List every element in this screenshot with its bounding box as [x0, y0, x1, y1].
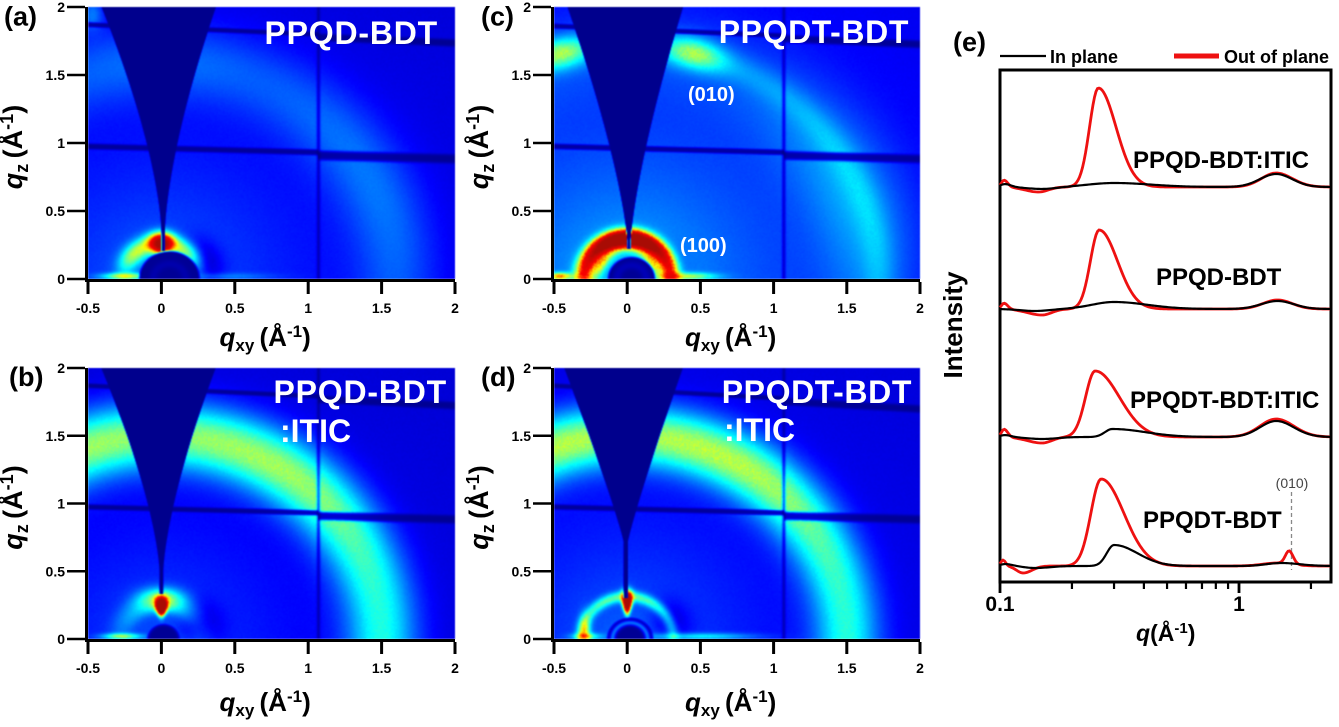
svg-text:qz (Å-1): qz (Å-1) — [463, 465, 498, 549]
svg-text:0.1: 0.1 — [985, 593, 1015, 616]
svg-text:-0.5: -0.5 — [76, 300, 100, 316]
svg-text:qz (Å-1): qz (Å-1) — [0, 465, 32, 549]
svg-text:2: 2 — [523, 360, 531, 376]
svg-text:1.5: 1.5 — [46, 67, 66, 83]
svg-text:0: 0 — [623, 660, 631, 676]
svg-text:1: 1 — [304, 660, 312, 676]
svg-text:PPQD-BDT: PPQD-BDT — [1156, 264, 1282, 291]
svg-text:(d): (d) — [481, 362, 515, 392]
svg-text:(a): (a) — [4, 2, 37, 32]
svg-text:1: 1 — [57, 135, 65, 151]
svg-text:1: 1 — [304, 300, 312, 316]
svg-text:2: 2 — [451, 300, 459, 316]
svg-text:1.5: 1.5 — [372, 660, 392, 676]
svg-text:0: 0 — [158, 300, 166, 316]
svg-text:0: 0 — [523, 631, 531, 647]
svg-text:(010): (010) — [688, 84, 735, 106]
svg-text:qz (Å-1): qz (Å-1) — [463, 105, 498, 189]
svg-text:(100): (100) — [680, 235, 727, 257]
svg-text:0.5: 0.5 — [512, 563, 532, 579]
svg-text:q(Å-1): q(Å-1) — [1136, 619, 1195, 646]
svg-text:2: 2 — [57, 0, 65, 15]
svg-text:(c): (c) — [481, 2, 514, 32]
svg-text:PPQDT-BDT: PPQDT-BDT — [1143, 507, 1282, 534]
svg-text:qxy (Å-1): qxy (Å-1) — [220, 322, 311, 355]
svg-text:2: 2 — [916, 300, 924, 316]
svg-text:In plane: In plane — [1050, 47, 1118, 67]
svg-text:0.5: 0.5 — [691, 660, 711, 676]
svg-text:1.5: 1.5 — [46, 428, 66, 444]
svg-text:2: 2 — [523, 0, 531, 15]
svg-text:1.5: 1.5 — [837, 300, 857, 316]
svg-text:1: 1 — [57, 496, 65, 512]
svg-text:1.5: 1.5 — [512, 428, 532, 444]
svg-text:Intensity: Intensity — [938, 271, 968, 378]
svg-text:qxy (Å-1): qxy (Å-1) — [685, 322, 776, 355]
svg-text:2: 2 — [57, 360, 65, 376]
svg-text:-0.5: -0.5 — [76, 660, 100, 676]
svg-text:(010): (010) — [1276, 475, 1309, 491]
svg-text:PPQDT-BDT:ITIC: PPQDT-BDT:ITIC — [1130, 387, 1319, 414]
svg-text:0: 0 — [158, 660, 166, 676]
svg-text:1: 1 — [1233, 593, 1245, 616]
svg-text:0.5: 0.5 — [225, 300, 245, 316]
svg-text:0.5: 0.5 — [225, 660, 245, 676]
svg-text:1: 1 — [523, 135, 531, 151]
svg-text:1.5: 1.5 — [837, 660, 857, 676]
svg-text:(e): (e) — [953, 27, 986, 57]
svg-text:(b): (b) — [9, 362, 43, 392]
svg-text:1.5: 1.5 — [372, 300, 392, 316]
svg-text:0: 0 — [523, 271, 531, 287]
svg-text:0.5: 0.5 — [46, 203, 66, 219]
svg-text:qz (Å-1): qz (Å-1) — [0, 105, 32, 189]
svg-text:1.5: 1.5 — [512, 67, 532, 83]
svg-text:qxy (Å-1): qxy (Å-1) — [685, 687, 776, 720]
svg-text:-0.5: -0.5 — [542, 300, 566, 316]
svg-text:0: 0 — [57, 271, 65, 287]
svg-text:0.5: 0.5 — [512, 203, 532, 219]
svg-text:PPQD-BDT:ITIC: PPQD-BDT:ITIC — [1133, 147, 1309, 174]
svg-text:PPQD-BDT: PPQD-BDT — [273, 374, 447, 410]
svg-text:Out of plane: Out of plane — [1224, 47, 1329, 67]
svg-text:1: 1 — [770, 300, 778, 316]
svg-text:0: 0 — [57, 631, 65, 647]
svg-text:1: 1 — [523, 496, 531, 512]
svg-text:-0.5: -0.5 — [542, 660, 566, 676]
svg-text:PPQDT-BDT: PPQDT-BDT — [719, 14, 909, 50]
svg-text:2: 2 — [451, 660, 459, 676]
svg-text::ITIC: :ITIC — [724, 412, 795, 448]
svg-text::ITIC: :ITIC — [280, 413, 351, 449]
svg-text:0.5: 0.5 — [691, 300, 711, 316]
svg-text:1: 1 — [770, 660, 778, 676]
svg-text:0.5: 0.5 — [46, 563, 66, 579]
svg-text:2: 2 — [916, 660, 924, 676]
svg-text:PPQDT-BDT: PPQDT-BDT — [722, 374, 912, 410]
svg-text:0: 0 — [623, 300, 631, 316]
svg-text:qxy (Å-1): qxy (Å-1) — [220, 687, 311, 720]
svg-text:PPQD-BDT: PPQD-BDT — [264, 15, 438, 51]
